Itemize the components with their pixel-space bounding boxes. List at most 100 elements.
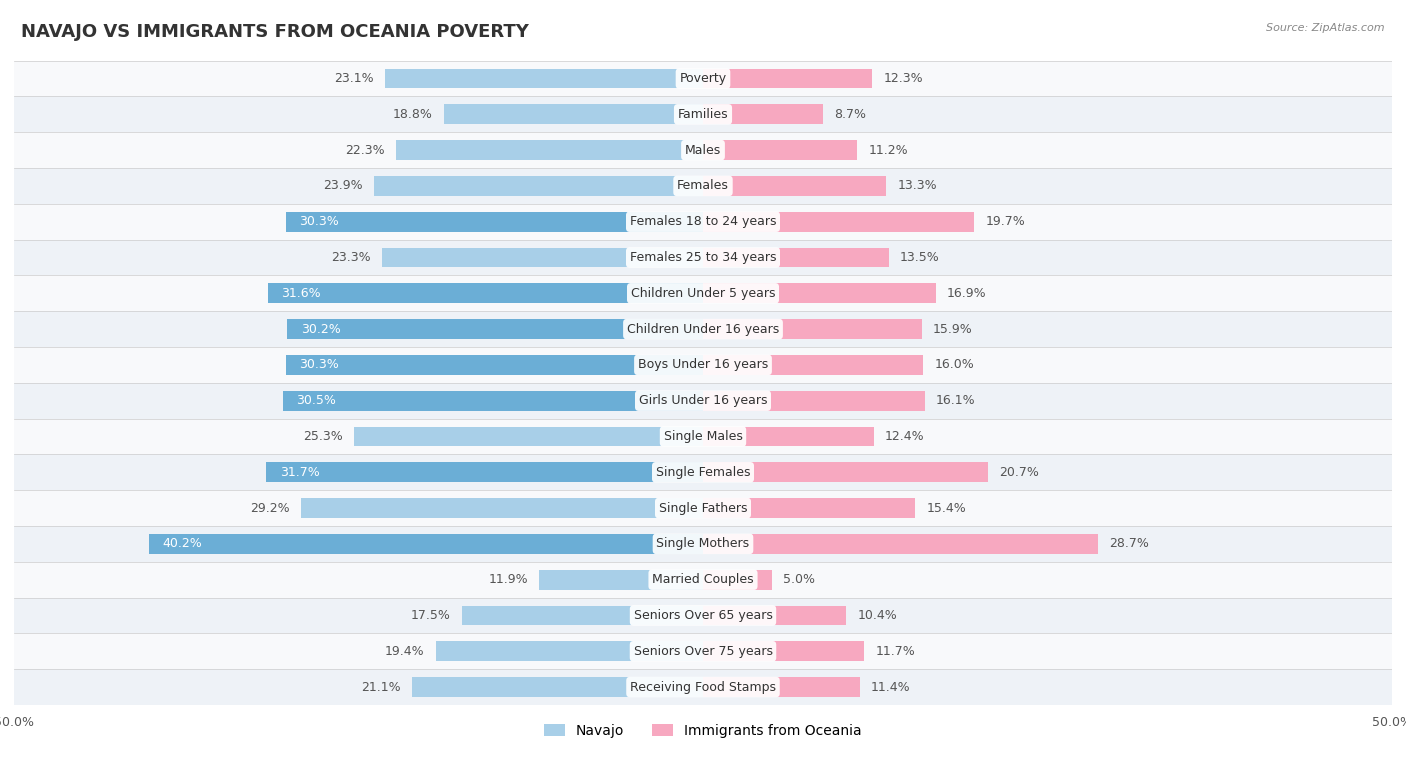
Text: Girls Under 16 years: Girls Under 16 years xyxy=(638,394,768,407)
Text: 28.7%: 28.7% xyxy=(1109,537,1149,550)
Bar xyxy=(703,319,922,339)
Bar xyxy=(14,669,1392,705)
Bar xyxy=(703,570,772,590)
Bar xyxy=(703,176,886,196)
Text: Single Fathers: Single Fathers xyxy=(659,502,747,515)
Text: 11.7%: 11.7% xyxy=(875,645,915,658)
Text: 23.9%: 23.9% xyxy=(323,180,363,193)
Text: 12.4%: 12.4% xyxy=(884,430,925,443)
Text: 30.5%: 30.5% xyxy=(297,394,336,407)
Text: 17.5%: 17.5% xyxy=(411,609,451,622)
Bar xyxy=(14,418,1392,454)
Bar xyxy=(14,526,1392,562)
Bar xyxy=(287,319,703,339)
Text: Females: Females xyxy=(678,180,728,193)
Bar xyxy=(301,498,703,518)
Bar xyxy=(14,490,1392,526)
Text: Source: ZipAtlas.com: Source: ZipAtlas.com xyxy=(1267,23,1385,33)
Text: Boys Under 16 years: Boys Under 16 years xyxy=(638,359,768,371)
Bar xyxy=(14,96,1392,132)
Bar xyxy=(703,140,858,160)
Bar xyxy=(703,105,823,124)
Text: Children Under 16 years: Children Under 16 years xyxy=(627,323,779,336)
Text: 23.1%: 23.1% xyxy=(335,72,374,85)
Text: 13.5%: 13.5% xyxy=(900,251,939,264)
Text: 18.8%: 18.8% xyxy=(394,108,433,121)
Bar xyxy=(703,427,875,446)
Text: Receiving Food Stamps: Receiving Food Stamps xyxy=(630,681,776,694)
Text: 15.4%: 15.4% xyxy=(927,502,966,515)
Bar xyxy=(703,641,865,661)
Bar xyxy=(149,534,703,553)
Bar xyxy=(385,69,703,89)
Bar xyxy=(14,132,1392,168)
Bar xyxy=(538,570,703,590)
Text: Single Females: Single Females xyxy=(655,465,751,479)
Text: 20.7%: 20.7% xyxy=(1000,465,1039,479)
Bar xyxy=(412,677,703,697)
Bar xyxy=(14,312,1392,347)
Text: 31.6%: 31.6% xyxy=(281,287,321,300)
Text: Females 18 to 24 years: Females 18 to 24 years xyxy=(630,215,776,228)
Bar xyxy=(395,140,703,160)
Text: Single Mothers: Single Mothers xyxy=(657,537,749,550)
Bar xyxy=(703,212,974,231)
Bar xyxy=(14,597,1392,634)
Bar xyxy=(14,562,1392,597)
Bar xyxy=(14,168,1392,204)
Bar xyxy=(14,347,1392,383)
Text: 11.4%: 11.4% xyxy=(872,681,911,694)
Text: 5.0%: 5.0% xyxy=(783,573,815,586)
Bar xyxy=(703,534,1098,553)
Text: Males: Males xyxy=(685,143,721,157)
Text: 11.2%: 11.2% xyxy=(869,143,908,157)
Bar xyxy=(703,283,936,303)
Text: Females 25 to 34 years: Females 25 to 34 years xyxy=(630,251,776,264)
Text: 16.9%: 16.9% xyxy=(946,287,987,300)
Text: 10.4%: 10.4% xyxy=(858,609,897,622)
Bar xyxy=(436,641,703,661)
Bar xyxy=(444,105,703,124)
Text: 19.4%: 19.4% xyxy=(385,645,425,658)
Text: 23.3%: 23.3% xyxy=(332,251,371,264)
Bar xyxy=(285,355,703,374)
Text: 16.0%: 16.0% xyxy=(935,359,974,371)
Text: 12.3%: 12.3% xyxy=(883,72,924,85)
Text: Families: Families xyxy=(678,108,728,121)
Text: 30.3%: 30.3% xyxy=(299,359,339,371)
Bar xyxy=(374,176,703,196)
Text: 30.2%: 30.2% xyxy=(301,323,340,336)
Text: 30.3%: 30.3% xyxy=(299,215,339,228)
Text: 25.3%: 25.3% xyxy=(304,430,343,443)
Text: 15.9%: 15.9% xyxy=(934,323,973,336)
Legend: Navajo, Immigrants from Oceania: Navajo, Immigrants from Oceania xyxy=(538,718,868,743)
Text: Seniors Over 75 years: Seniors Over 75 years xyxy=(634,645,772,658)
Bar xyxy=(703,69,873,89)
Bar xyxy=(285,212,703,231)
Bar xyxy=(14,275,1392,312)
Text: 22.3%: 22.3% xyxy=(344,143,385,157)
Bar xyxy=(703,391,925,411)
Bar xyxy=(354,427,703,446)
Bar xyxy=(14,240,1392,275)
Bar xyxy=(267,283,703,303)
Text: 31.7%: 31.7% xyxy=(280,465,319,479)
Text: Married Couples: Married Couples xyxy=(652,573,754,586)
Text: 11.9%: 11.9% xyxy=(488,573,529,586)
Bar xyxy=(703,462,988,482)
Text: Seniors Over 65 years: Seniors Over 65 years xyxy=(634,609,772,622)
Bar xyxy=(14,61,1392,96)
Bar xyxy=(703,677,860,697)
Bar xyxy=(382,248,703,268)
Bar xyxy=(703,248,889,268)
Text: 21.1%: 21.1% xyxy=(361,681,401,694)
Bar xyxy=(461,606,703,625)
Bar xyxy=(703,606,846,625)
Text: 13.3%: 13.3% xyxy=(897,180,936,193)
Bar xyxy=(703,498,915,518)
Bar xyxy=(14,454,1392,490)
Text: 29.2%: 29.2% xyxy=(250,502,290,515)
Text: Poverty: Poverty xyxy=(679,72,727,85)
Bar xyxy=(14,204,1392,240)
Text: 40.2%: 40.2% xyxy=(163,537,202,550)
